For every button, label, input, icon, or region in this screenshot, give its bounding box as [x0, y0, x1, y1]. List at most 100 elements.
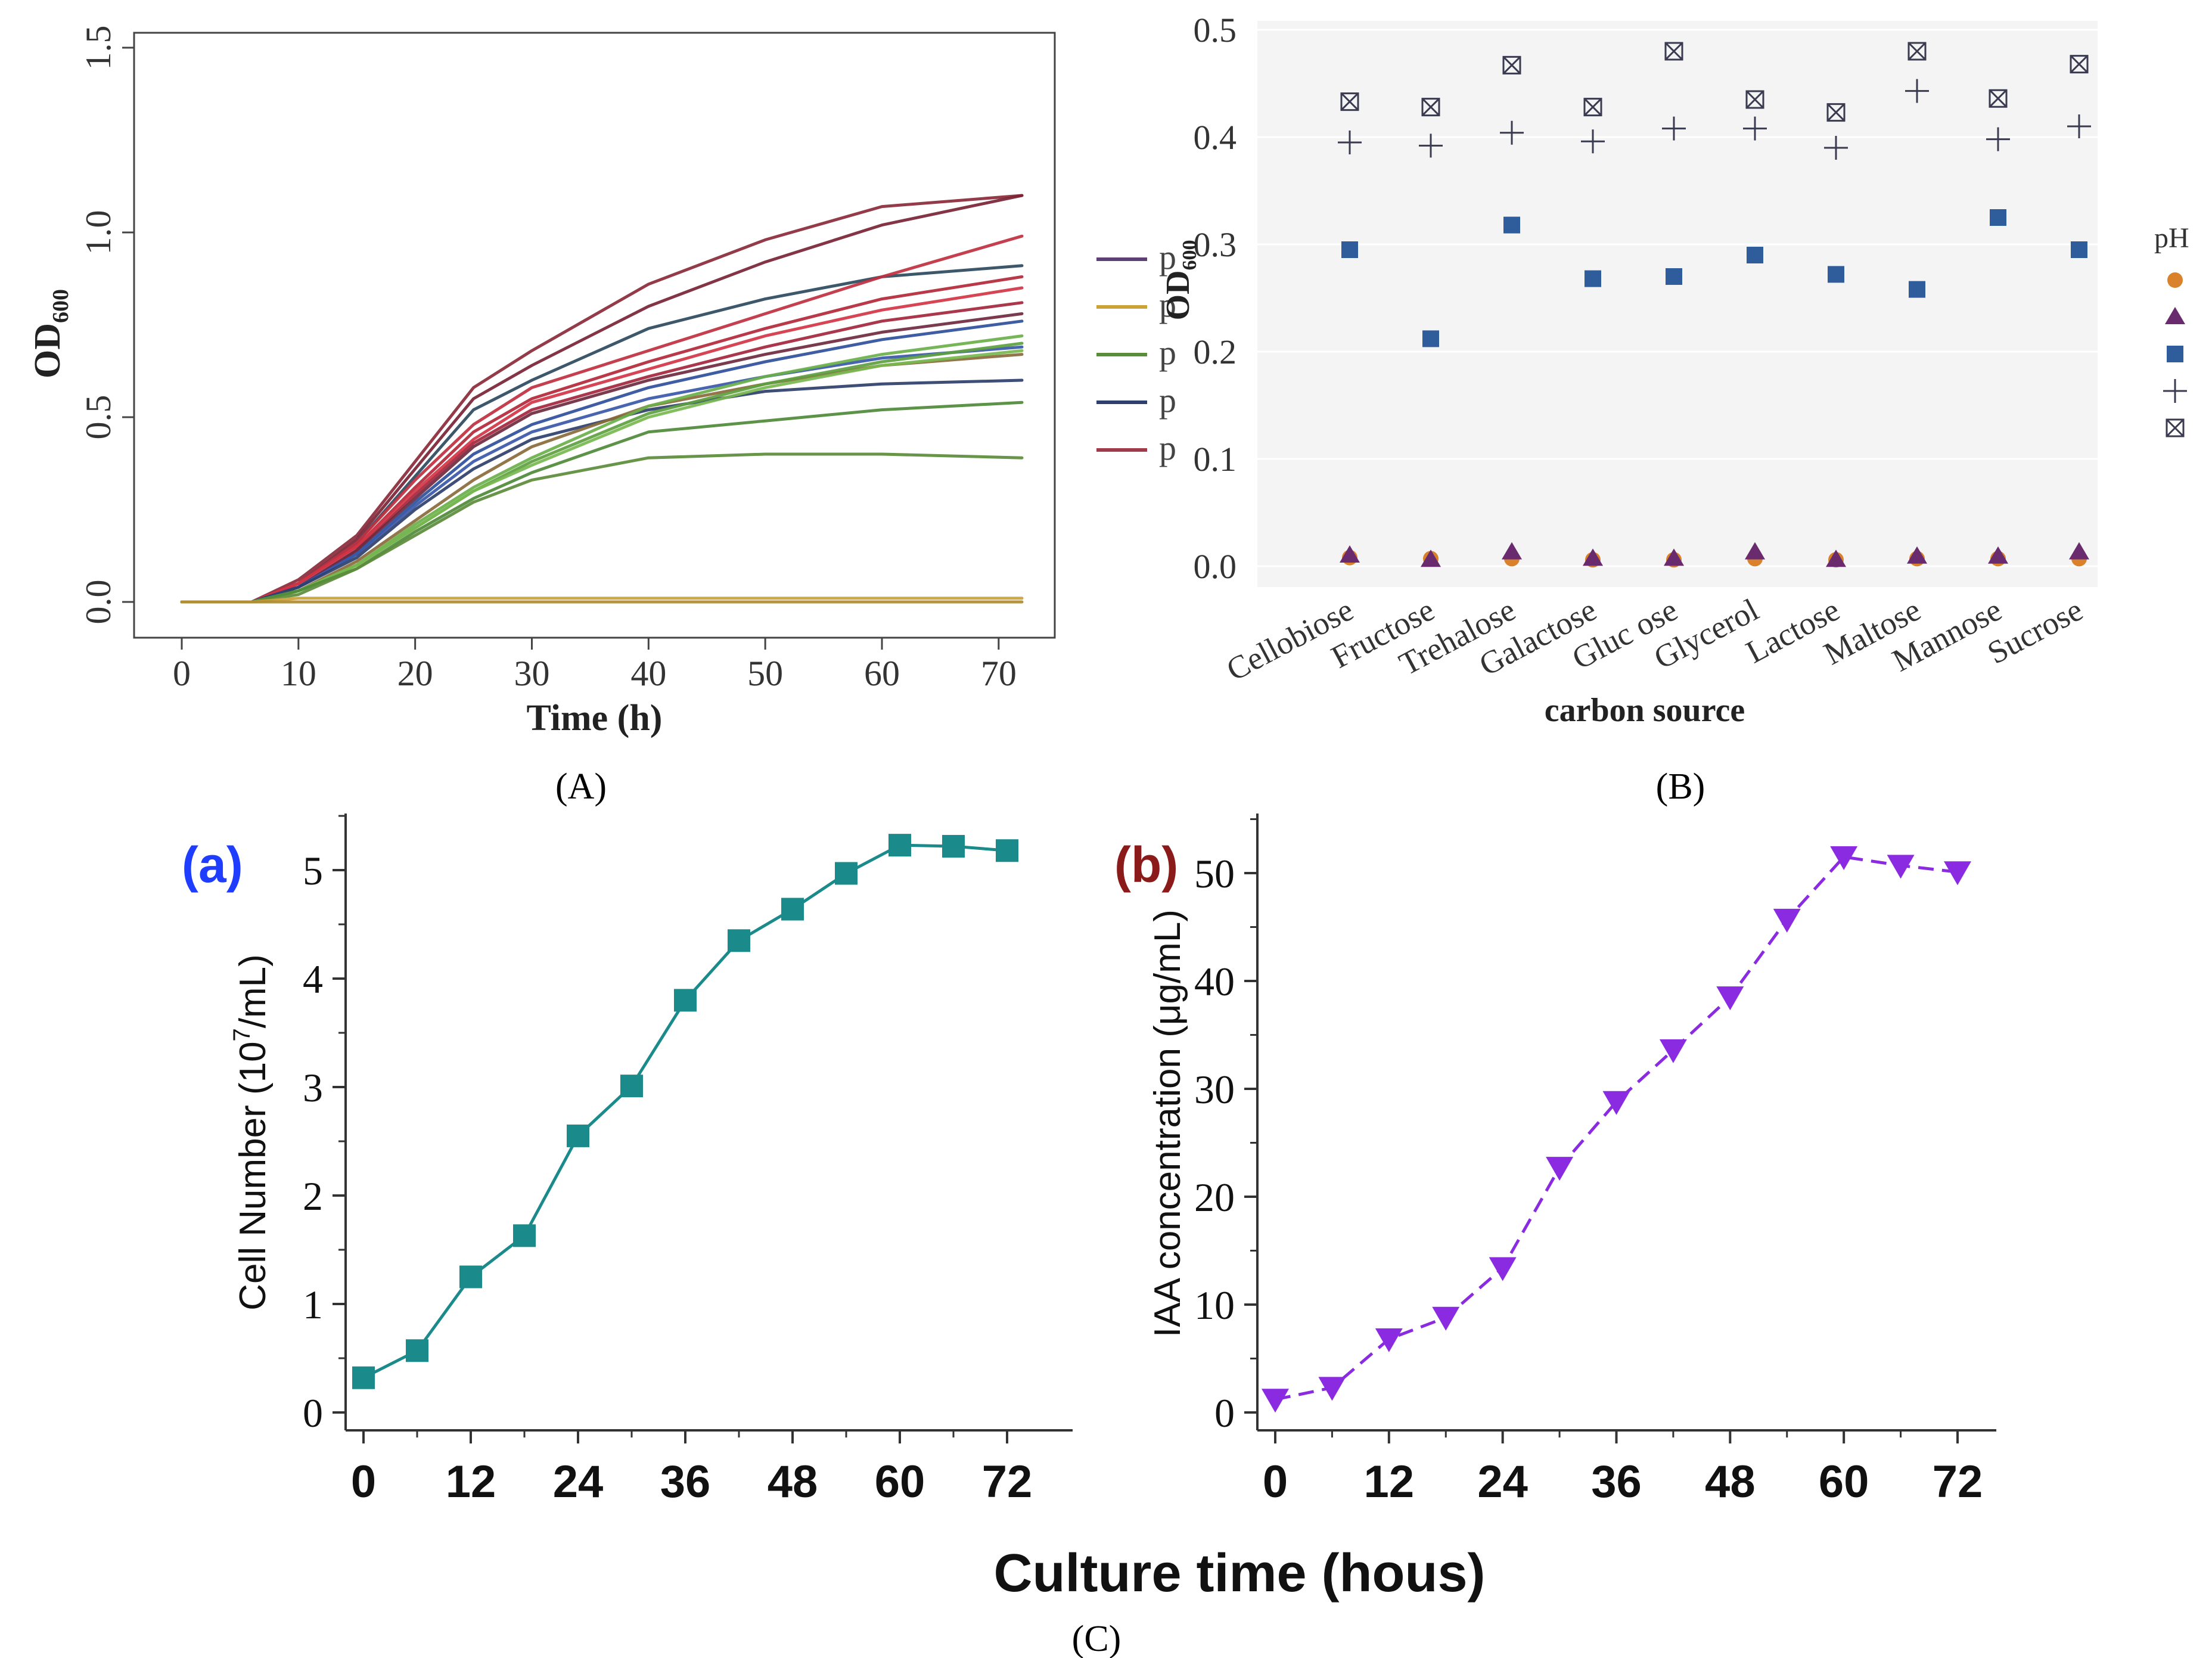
panel-b-point-boxcross — [1421, 98, 1440, 117]
panel-b-legend: pH — [2154, 222, 2189, 437]
panel-b-y-tick-label: 0.5 — [1194, 11, 1237, 49]
panel-b-y-tick-label: 0.4 — [1194, 118, 1237, 157]
panel-b-point-square — [2071, 241, 2087, 258]
panel-cb-data-marker — [1262, 1389, 1289, 1413]
panel-b-point-square — [1828, 266, 1844, 283]
panel-a-y-tick-label: 0.5 — [79, 395, 118, 440]
panel-ca-data-marker — [835, 862, 858, 885]
panel-c-shared-x-axis-label: Culture time (hous) — [994, 1544, 1486, 1603]
panel-c-x-tick-label: 12 — [446, 1457, 496, 1507]
panel-ca-data-marker — [406, 1339, 428, 1362]
panel-c-b-tag: (b) — [1114, 837, 1178, 893]
panel-a-series-line — [180, 400, 1024, 604]
panel-c-x-tick-label: 72 — [982, 1457, 1033, 1507]
panel-b-point-plus — [1500, 120, 1524, 145]
panel-ca-data-marker — [620, 1075, 643, 1098]
panel-b-legend-marker-circle — [2167, 272, 2183, 288]
panel-b-point-square — [1666, 268, 1682, 285]
panel-b-point-square — [1341, 241, 1358, 258]
panel-a-axis-ticks: 0 10 20 30 40 50 60 70 0.0 0.5 1.0 1.5 — [79, 26, 1017, 694]
panel-c-y-tick-label: 30 — [1194, 1067, 1235, 1112]
panel-ca-data-marker — [781, 898, 804, 921]
panel-c-a-y-label-main: Cell Number (10 — [232, 1041, 274, 1310]
panel-ca-data-marker — [567, 1124, 589, 1147]
panel-c-x-tick-label: 12 — [1364, 1457, 1415, 1507]
panel-c-a-series — [352, 834, 1018, 1389]
panel-b-point-boxcross — [1340, 92, 1359, 111]
panel-ca-data-marker — [352, 1366, 375, 1389]
panel-label-b: (B) — [1656, 766, 1705, 807]
panel-a-x-tick-label: 50 — [747, 654, 783, 693]
panel-cb-data-marker — [1887, 855, 1915, 879]
panel-b-y-tick-label: 0.0 — [1194, 547, 1237, 586]
panel-cb-series-line — [1275, 855, 1958, 1401]
panel-a-x-tick-label: 70 — [981, 654, 1017, 693]
panel-b-point-plus — [1419, 133, 1443, 158]
panel-a-x-tick-label: 20 — [397, 654, 433, 693]
panel-b-y-tick-label: 0.1 — [1194, 440, 1237, 479]
panel-a-x-tick-label: 60 — [864, 654, 900, 693]
panel-c-y-tick-label: 40 — [1194, 959, 1235, 1004]
panel-cb-data-marker — [1944, 861, 1971, 886]
panel-c-b-y-axis-label: IAA concentration (μg/mL) — [1147, 909, 1188, 1337]
panel-b-y-axis-label-main: OD — [1160, 271, 1197, 321]
panel-a-legend-label: p — [1159, 429, 1176, 467]
panel-c-y-tick-label: 5 — [303, 848, 323, 893]
panel-a-chart: 0 10 20 30 40 50 60 70 0.0 0.5 1.0 1.5 Time (h) OD6… — [27, 26, 1176, 808]
panel-c-x-tick-label: 48 — [1705, 1457, 1756, 1507]
panel-cb-data-marker — [1716, 986, 1744, 1011]
panel-b-point-boxcross — [1583, 98, 1602, 117]
panel-b-point-square — [1909, 281, 1925, 298]
panel-a-x-tick-label: 30 — [514, 654, 550, 693]
panel-a-legend-label: p — [1159, 333, 1176, 372]
panel-c-a-y-label-sup: 7 — [229, 1028, 255, 1041]
panel-b-point-triangle — [1583, 548, 1603, 566]
panel-b-point-triangle — [1421, 549, 1441, 567]
panel-b-point-boxcross — [1745, 90, 1764, 109]
panel-c-x-tick-label: 24 — [1477, 1457, 1528, 1507]
panel-b-point-triangle — [1988, 546, 2008, 564]
panel-a-x-axis-label: Time (h) — [527, 698, 663, 738]
panel-c-b-axes: 0 12 24 36 48 60 72 0 10 20 30 40 50 — [1194, 814, 1996, 1507]
panel-b-point-plus — [1743, 116, 1767, 141]
panel-b-legend-marker-boxcross — [2166, 418, 2185, 437]
panel-c-a-tag: (a) — [182, 837, 243, 893]
panel-c-x-tick-label: 0 — [351, 1457, 376, 1507]
panel-c-y-tick-label: 10 — [1194, 1283, 1235, 1328]
panel-a-y-axis-label-sub: 600 — [48, 289, 73, 323]
panel-ca-data-marker — [728, 929, 750, 952]
panel-c-x-tick-label: 0 — [1263, 1457, 1288, 1507]
panel-a-y-axis-label: OD600 — [27, 289, 73, 378]
panel-b-point-triangle — [1745, 542, 1765, 560]
panel-ca-series-line — [362, 843, 1008, 1380]
panel-a-y-tick-label: 1.0 — [79, 210, 118, 255]
panel-a-x-tick-label: 0 — [173, 654, 191, 693]
panel-b-point-triangle — [1340, 545, 1360, 563]
panel-a-y-axis-label-main: OD — [27, 323, 68, 378]
panel-a-series-line — [180, 597, 1024, 604]
panel-a-series-lines — [180, 194, 1024, 604]
panel-b-point-boxcross — [1502, 55, 1521, 74]
panel-b-point-triangle — [1502, 542, 1522, 560]
panel-c-y-tick-label: 1 — [303, 1282, 323, 1327]
panel-b-y-axis-label-sub: 600 — [1179, 240, 1201, 271]
panel-a-y-tick-label: 0.0 — [79, 580, 118, 625]
panel-b-plot-background — [1257, 21, 2098, 587]
panel-b-point-boxcross — [2070, 55, 2089, 74]
panel-b-legend-marker-plus — [2163, 379, 2187, 403]
panel-cb-data-marker — [1830, 846, 1858, 870]
panel-label-c: (C) — [1072, 1619, 1121, 1658]
panel-ca-data-marker — [513, 1224, 536, 1247]
panel-c-x-tick-label: 60 — [1819, 1457, 1869, 1507]
panel-c-x-tick-label: 72 — [1933, 1457, 1983, 1507]
panel-c-y-tick-label: 20 — [1194, 1175, 1235, 1220]
panel-b-legend-title: pH — [2154, 222, 2189, 254]
panel-b-point-plus — [1662, 116, 1686, 141]
panel-b-point-boxcross — [1989, 89, 2008, 108]
panel-b-chart: 0.00.10.20.30.40.5CellobioseFructoseTreh… — [1160, 11, 2189, 807]
panel-a-series-line — [180, 286, 1024, 604]
panel-b-point-square — [1503, 216, 1520, 234]
